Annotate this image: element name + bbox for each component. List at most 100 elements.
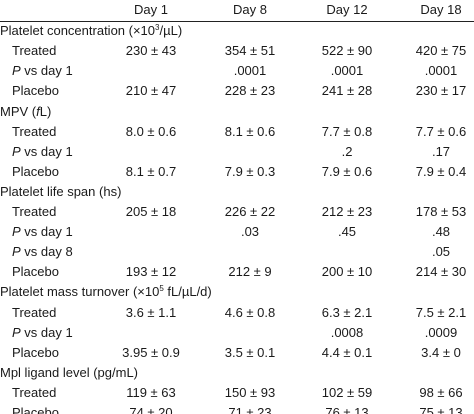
table-cell: .0009 <box>424 324 458 340</box>
row-label-text: Treated <box>12 304 57 320</box>
section-title-text: /µL) <box>159 23 183 39</box>
table-cell: .0001 <box>330 63 364 79</box>
table-row: Treated 8.0 ± 0.6 8.1 ± 0.6 7.7 ± 0.8 7.7 ± … <box>0 122 474 142</box>
section-title: Platelet mass turnover (×105 fL/µL/d) <box>0 282 212 302</box>
row-label-text: Treated <box>12 204 57 219</box>
row-label-text: Placebo <box>12 163 59 179</box>
table-cell: 7.9 ± 0.4 <box>415 163 467 179</box>
table-row: Treated 230 ± 43 354 ± 51 522 ± 90 420 ± 75 <box>0 41 474 61</box>
table-row: Placebo 74 ± 20 71 ± 23 76 ± 13 75 ± 13 <box>0 403 474 414</box>
table-row: Placebo 3.95 ± 0.9 3.5 ± 0.1 4.4 ± 0.1 3.4 ±… <box>0 343 474 363</box>
row-label-text: vs day 1 <box>20 63 73 79</box>
table-cell: 4.6 ± 0.8 <box>224 304 276 320</box>
table-cell: 230 ± 43 <box>125 43 177 59</box>
table-row: Treated 3.6 ± 1.1 4.6 ± 0.8 6.3 ± 2.1 7.5 ± … <box>0 303 474 323</box>
row-label-text: Treated <box>12 123 57 139</box>
section-title-text: Platelet mass turnover (×10 <box>0 284 160 300</box>
table-row: P vs day 1 .03 .45 .48 <box>0 222 474 242</box>
row-label-text: Treated <box>12 384 57 400</box>
section-title-superscript: 5 <box>159 284 164 294</box>
column-header: Day 12 <box>326 2 368 17</box>
table-cell: 150 ± 93 <box>224 384 276 400</box>
row-label-text: Treated <box>12 43 57 59</box>
table-row: P vs day 8 .05 <box>0 242 474 262</box>
row-label: Treated <box>12 303 56 323</box>
table-cell: 71 ± 23 <box>228 405 272 414</box>
row-label: P vs day 1 <box>12 61 73 81</box>
table-cell: 3.95 ± 0.9 <box>122 344 180 360</box>
row-label: Placebo <box>12 262 59 282</box>
section-title: Mpl ligand level (pg/mL) <box>0 363 138 383</box>
section-title: Platelet concentration (×103/µL) <box>0 21 182 41</box>
row-label-text: vs day 8 <box>20 244 73 260</box>
table-cell: .03 <box>240 224 260 240</box>
section-title-row: Platelet life span (hs) <box>0 182 474 202</box>
table-cell: 3.6 ± 1.1 <box>125 304 177 320</box>
section-title-text: fL/µL/d) <box>163 284 212 300</box>
section-title-text: Platelet life span (hs) <box>0 183 122 199</box>
table-cell: 354 ± 51 <box>224 43 276 59</box>
section-title: MPV (fL) <box>0 102 51 122</box>
table-cell: .48 <box>431 224 451 240</box>
row-label-italic: P <box>12 244 21 260</box>
table-cell: .05 <box>431 244 451 260</box>
row-label: Placebo <box>12 343 59 363</box>
row-label-text: Placebo <box>12 405 59 414</box>
table-cell: 210 ± 47 <box>125 83 177 99</box>
table-cell: 200 ± 10 <box>321 264 373 280</box>
section-title-row: Platelet mass turnover (×105 fL/µL/d) <box>0 282 474 302</box>
table-cell: 3.4 ± 0 <box>421 344 461 360</box>
table-row: Placebo 193 ± 12 212 ± 9 200 ± 10 214 ± 30 <box>0 262 474 282</box>
section-title-text: Platelet concentration (×10 <box>0 23 156 39</box>
row-label-text: vs day 1 <box>20 143 73 159</box>
column-header: Day 18 <box>420 2 462 17</box>
row-label-italic: P <box>12 324 21 340</box>
table-cell: 3.5 ± 0.1 <box>224 344 276 360</box>
row-label-text: Placebo <box>12 83 59 99</box>
row-label-text: vs day 1 <box>20 324 73 340</box>
table-cell: 76 ± 13 <box>325 405 369 414</box>
row-label: Treated <box>12 122 56 142</box>
header-rule <box>0 20 474 22</box>
row-label-text: Placebo <box>12 264 59 280</box>
row-label-italic: P <box>12 224 21 240</box>
table-cell: .0001 <box>424 63 458 79</box>
table-cell: 7.5 ± 2.1 <box>415 304 467 320</box>
table-cell <box>103 61 199 81</box>
table-row: P vs day 1 .2 .17 <box>0 142 474 162</box>
table-cell: 226 ± 22 <box>224 204 276 219</box>
column-header: Day 1 <box>134 2 168 17</box>
row-label-text: vs day 1 <box>20 224 73 240</box>
table-cell <box>202 242 298 262</box>
table-cell: 6.3 ± 2.1 <box>321 304 373 320</box>
table-cell: 214 ± 30 <box>415 264 467 280</box>
table-cell: 522 ± 90 <box>321 43 373 59</box>
table-row: Treated 119 ± 63 150 ± 93 102 ± 59 98 ± 66 <box>0 383 474 403</box>
row-label-italic: P <box>12 63 21 79</box>
table-cell <box>103 323 199 343</box>
row-label: Placebo <box>12 81 59 101</box>
section-title-row: Mpl ligand level (pg/mL) <box>0 363 474 383</box>
table-cell: 228 ± 23 <box>224 83 276 99</box>
header-row: Day 1 Day 8 Day 12 Day 18 <box>0 0 474 20</box>
table-row: P vs day 1 .0001 .0001 .0001 <box>0 61 474 81</box>
table-cell: .0001 <box>233 63 267 79</box>
table-cell: 4.4 ± 0.1 <box>321 344 373 360</box>
table-cell: 205 ± 18 <box>125 204 177 219</box>
table-cell <box>103 142 199 162</box>
section-title-text: L) <box>39 103 52 119</box>
row-label: Treated <box>12 383 56 403</box>
column-header: Day 8 <box>233 2 267 17</box>
row-label: Placebo <box>12 403 59 414</box>
row-label: Placebo <box>12 162 59 182</box>
table-row: Placebo 210 ± 47 228 ± 23 241 ± 28 230 ± 17 <box>0 81 474 101</box>
table-cell: 212 ± 9 <box>228 264 272 280</box>
row-label: P vs day 1 <box>12 142 73 162</box>
table-cell <box>103 222 199 242</box>
section-title-italic: f <box>36 103 40 119</box>
section-title-superscript: 3 <box>155 23 160 33</box>
table-cell: 8.1 ± 0.7 <box>125 163 177 179</box>
row-label-text: Placebo <box>12 344 59 360</box>
row-label: P vs day 8 <box>12 242 73 262</box>
